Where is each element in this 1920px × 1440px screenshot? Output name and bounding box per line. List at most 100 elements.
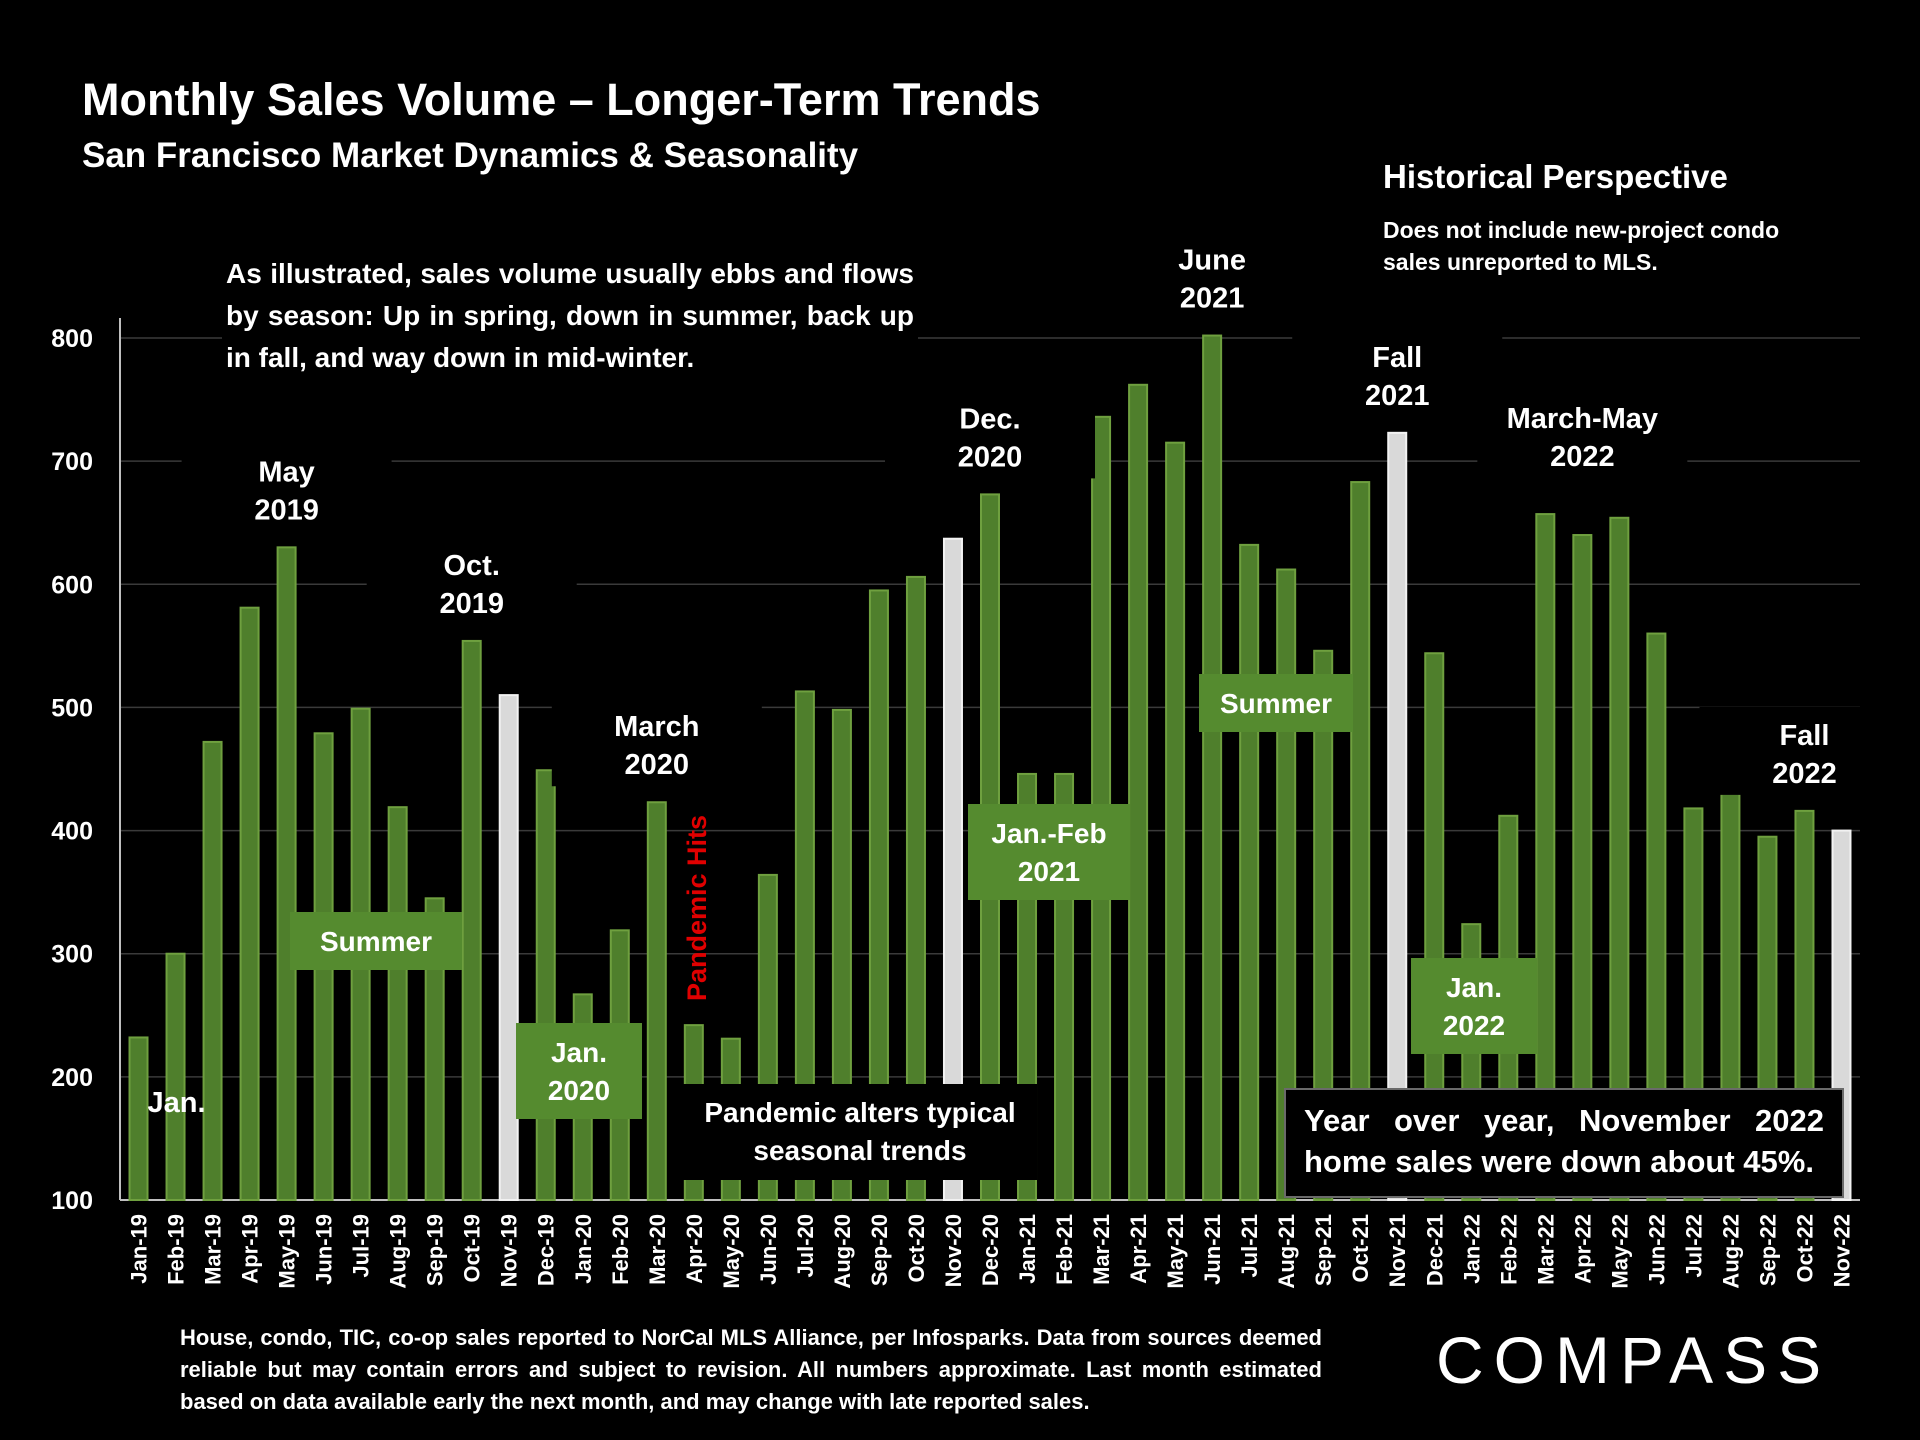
annotation-label: Dec. <box>959 403 1020 435</box>
x-tick-label: May-19 <box>275 1214 300 1289</box>
x-tick-label: Mar-20 <box>645 1214 670 1285</box>
annotation-label: June <box>1178 245 1246 277</box>
chart-subtitle: San Francisco Market Dynamics & Seasonal… <box>82 136 859 175</box>
bar-nov-19 <box>498 694 519 1201</box>
annotation-label-bg <box>1699 706 1910 795</box>
x-tick-label: Jan-22 <box>1459 1214 1484 1284</box>
annotation-box-text: 2021 <box>1018 856 1080 887</box>
compass-logo: COMPASS <box>1436 1323 1832 1397</box>
bar-nov-21 <box>1387 431 1408 1201</box>
annotation-label-bg <box>551 698 762 787</box>
x-tick-label: Jul-20 <box>793 1214 818 1278</box>
bar-apr-21 <box>1128 383 1149 1201</box>
annotation-label-bg <box>1107 231 1318 320</box>
y-tick-label: 400 <box>51 818 93 846</box>
y-tick-label: 100 <box>51 1187 93 1215</box>
x-tick-label: Jun-19 <box>312 1214 337 1285</box>
annotation-label: 2019 <box>439 588 504 620</box>
annotation-box <box>968 804 1130 900</box>
annotation-label: 2021 <box>1180 283 1245 315</box>
x-tick-label: Dec-20 <box>978 1214 1003 1286</box>
bar-oct-21 <box>1350 481 1371 1201</box>
annotation-box-text: 2022 <box>1443 1010 1505 1041</box>
x-tick-label: Feb-20 <box>608 1214 633 1285</box>
annotation-box-text: Summer <box>320 926 432 957</box>
x-tick-label: Jun-21 <box>1200 1214 1225 1285</box>
bar-jul-21 <box>1239 543 1260 1201</box>
bar-oct-19 <box>461 639 482 1201</box>
annotation-label-bg <box>181 443 392 532</box>
bar-sep-20 <box>868 589 889 1201</box>
annotation-plain: Jan. <box>147 1087 205 1119</box>
annotation-box-text: Jan. <box>1446 972 1502 1003</box>
annotation-box-text: Jan. <box>551 1037 607 1068</box>
bar-sep-19 <box>424 897 445 1201</box>
annotation-label: 2020 <box>958 441 1023 473</box>
bar-dec-21 <box>1424 652 1445 1201</box>
annotation-label: 2020 <box>625 749 690 781</box>
x-tick-label: Jun-22 <box>1644 1214 1669 1285</box>
bar-may-19 <box>276 546 297 1201</box>
x-tick-label: Aug-20 <box>830 1214 855 1289</box>
x-tick-label: May-22 <box>1607 1214 1632 1289</box>
x-tick-label: Oct-22 <box>1792 1214 1817 1282</box>
annotation-box <box>290 912 462 970</box>
x-tick-label: Aug-22 <box>1718 1214 1743 1289</box>
x-tick-label: May-20 <box>719 1214 744 1289</box>
annotation-label-bg <box>1477 390 1688 479</box>
x-tick-label: Sep-21 <box>1311 1214 1336 1286</box>
y-tick-label: 600 <box>51 571 93 599</box>
x-tick-label: Nov-22 <box>1829 1214 1854 1287</box>
y-tick-label: 200 <box>51 1064 93 1092</box>
x-tick-label: Feb-19 <box>164 1214 189 1285</box>
x-tick-label: Aug-19 <box>386 1214 411 1289</box>
annotation-box <box>516 1023 642 1119</box>
annotation-label: May <box>258 456 314 488</box>
x-tick-label: Sep-19 <box>423 1214 448 1286</box>
x-tick-label: Sep-22 <box>1755 1214 1780 1286</box>
annotation-label: 2021 <box>1365 380 1430 412</box>
x-tick-label: Nov-21 <box>1385 1214 1410 1287</box>
x-tick-label: Feb-22 <box>1496 1214 1521 1285</box>
bar-oct-20 <box>905 575 926 1201</box>
historical-perspective-title: Historical Perspective <box>1383 158 1728 195</box>
bar-jul-20 <box>794 690 815 1201</box>
annotation-label-bg <box>366 536 577 625</box>
bar-apr-19 <box>239 606 260 1201</box>
bar-mar-19 <box>202 740 223 1201</box>
x-tick-label: Apr-21 <box>1126 1214 1151 1284</box>
annotation-label: Oct. <box>443 550 499 582</box>
annotation-box-text: Jan.-Feb <box>991 818 1106 849</box>
footnote: House, condo, TIC, co-op sales reported … <box>180 1325 1322 1414</box>
annotation-label-bg <box>1292 328 1503 417</box>
annotation-box-text: 2020 <box>548 1075 610 1106</box>
bar-mar-22 <box>1535 513 1556 1201</box>
y-tick-label: 700 <box>51 448 93 476</box>
bar-mar-20 <box>646 801 667 1202</box>
pandemic-alters-box: Pandemic alters typical seasonal trends <box>683 1084 1037 1180</box>
annotation-label: 2022 <box>1550 441 1615 473</box>
pandemic-hits-label: Pandemic Hits <box>682 815 712 1001</box>
annotation-label-bg <box>885 390 1095 479</box>
x-tick-label: Dec-19 <box>534 1214 559 1286</box>
annotation-box <box>1199 674 1353 732</box>
historical-perspective-note: Does not include new-project condo sales… <box>1383 217 1780 275</box>
x-tick-label: Nov-19 <box>497 1214 522 1287</box>
annotation-label: Fall <box>1372 342 1422 374</box>
bar-may-21 <box>1165 441 1186 1201</box>
bar-jun-21 <box>1202 334 1223 1201</box>
x-tick-label: Jul-21 <box>1237 1214 1262 1278</box>
x-tick-label: Jan-20 <box>571 1214 596 1284</box>
bar-feb-19 <box>165 952 186 1202</box>
x-tick-label: Sep-20 <box>867 1214 892 1286</box>
bar-may-22 <box>1609 516 1630 1201</box>
bar-jun-22 <box>1646 632 1667 1201</box>
y-tick-label: 800 <box>51 325 93 353</box>
x-tick-label: Jun-20 <box>756 1214 781 1285</box>
x-tick-label: Oct-19 <box>460 1214 485 1282</box>
bar-nov-20 <box>942 537 963 1201</box>
intro-text: As illustrated, sales volume usually ebb… <box>222 253 918 379</box>
annotation-label: Fall <box>1779 720 1829 752</box>
annotation-label: March-May <box>1507 403 1659 435</box>
